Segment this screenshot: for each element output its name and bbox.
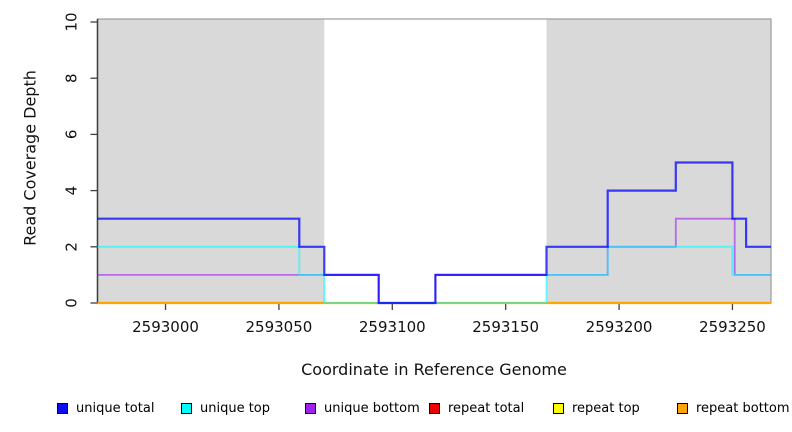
y-axis-title: Read Coverage Depth: [20, 70, 40, 246]
x-axis-title: Coordinate in Reference Genome: [301, 360, 567, 379]
legend-item-repeat-top: repeat top: [553, 401, 640, 416]
legend-item-unique-bottom: unique bottom: [305, 401, 420, 416]
x-tick-label: 2593000: [132, 318, 199, 336]
y-tick-label: 6: [63, 130, 81, 140]
x-tick-label: 2593250: [699, 318, 766, 336]
legend-swatch-icon: [305, 403, 316, 414]
x-tick-label: 2593100: [359, 318, 426, 336]
legend-item-unique-top: unique top: [181, 401, 270, 416]
legend-swatch-icon: [677, 403, 688, 414]
legend-item-unique-total: unique total: [57, 401, 154, 416]
series-unique-top: [97, 245, 771, 304]
legend-swatch-icon: [429, 403, 440, 414]
x-tick-label: 2593050: [246, 318, 313, 336]
shaded-region: [97, 19, 325, 303]
legend-swatch-icon: [57, 403, 68, 414]
legend-label: repeat bottom: [696, 401, 790, 416]
legend-label: unique total: [76, 401, 155, 416]
legend: unique total unique top unique bottom repea…: [0, 401, 792, 421]
legend-item-repeat-bottom: repeat bottom: [677, 401, 790, 416]
series-unique-total: [97, 161, 771, 305]
x-tick-label: 2593150: [472, 318, 539, 336]
legend-item-repeat-total: repeat total: [429, 401, 524, 416]
y-tick-label: 10: [63, 12, 81, 31]
y-tick-label: 8: [63, 73, 81, 83]
y-tick-label: 0: [63, 298, 81, 308]
legend-label: unique top: [200, 401, 271, 416]
legend-swatch-icon: [181, 403, 192, 414]
legend-label: repeat total: [448, 401, 525, 416]
legend-swatch-icon: [553, 403, 564, 414]
shaded-region: [546, 19, 771, 303]
legend-label: unique bottom: [324, 401, 420, 416]
legend-label: repeat top: [572, 401, 640, 416]
y-tick-label: 4: [63, 186, 81, 196]
x-tick-label: 2593200: [586, 318, 653, 336]
y-tick-label: 2: [63, 242, 81, 252]
